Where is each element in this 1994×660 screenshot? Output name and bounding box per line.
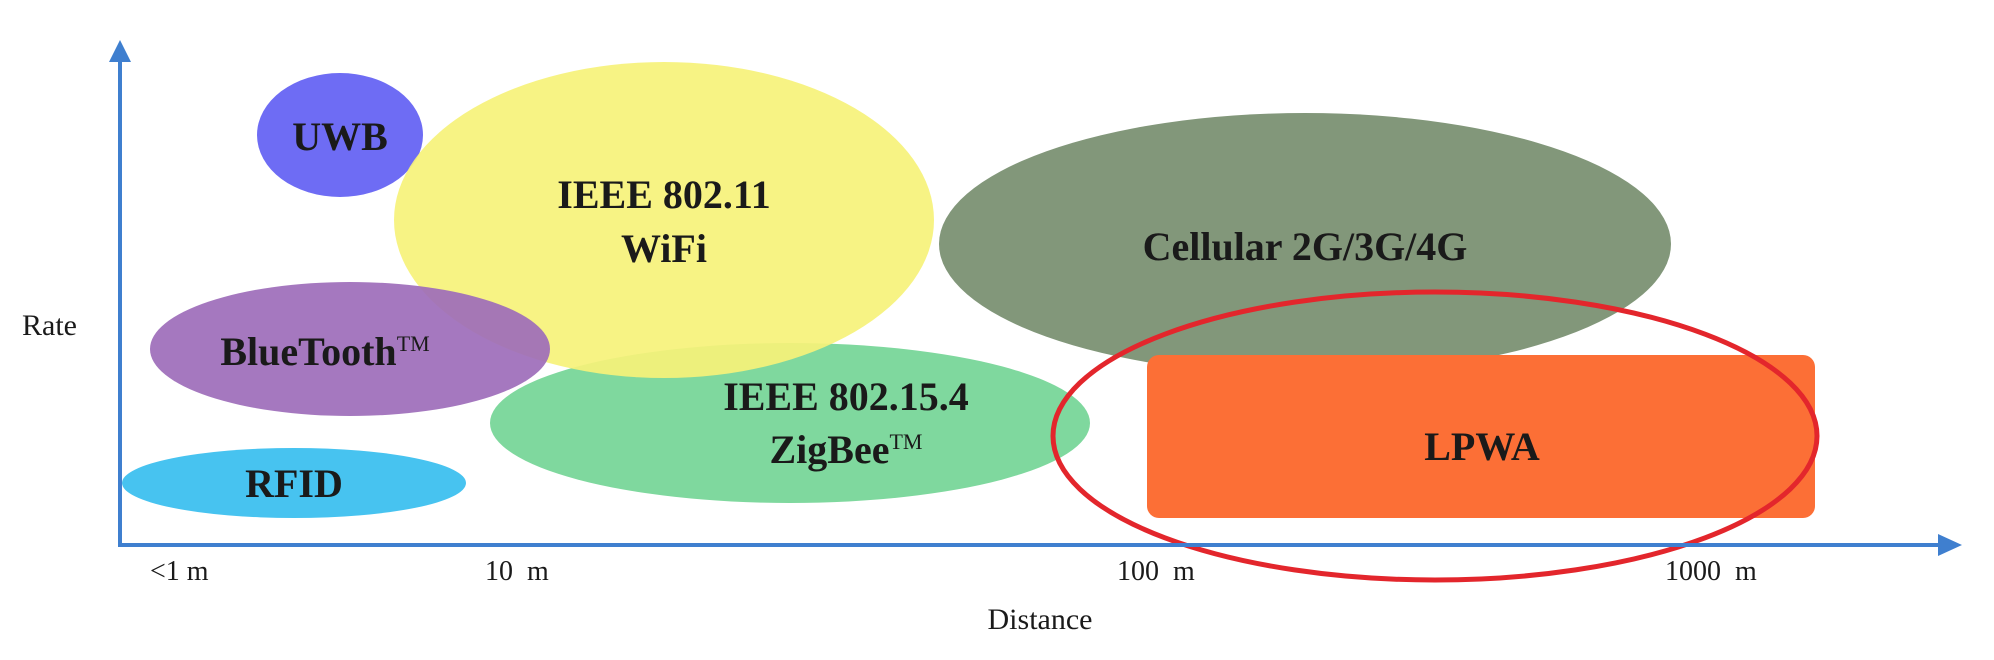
- wifi-label-line2: WiFi: [621, 226, 707, 271]
- x-tick-label: 10 m: [485, 556, 549, 587]
- bluetooth-region: [150, 282, 550, 416]
- bluetooth-tm: TM: [397, 331, 430, 356]
- wifi-region: [394, 62, 934, 378]
- cellular-label: Cellular 2G/3G/4G: [1143, 224, 1468, 269]
- bluetooth-label: BlueToothTM: [220, 329, 429, 374]
- lpwa-region: [1147, 355, 1815, 518]
- x-tick-label: <1 m: [150, 556, 209, 587]
- x-tick-label: 1000 m: [1665, 556, 1757, 587]
- y-axis-arrow: [109, 40, 131, 62]
- zigbee-label-line2: ZigBeeTM: [770, 427, 923, 472]
- zigbee-region: [490, 343, 1090, 503]
- x-tick-label: 100 m: [1117, 556, 1195, 587]
- x-axis-arrow: [1938, 534, 1962, 556]
- zigbee-label-line1: IEEE 802.15.4: [723, 374, 969, 419]
- uwb-region: [257, 73, 423, 197]
- wifi-label-line1: IEEE 802.11: [557, 172, 770, 217]
- rfid-region: [122, 448, 466, 518]
- rfid-label: RFID: [245, 461, 343, 506]
- lpwa-highlight-ring: [1050, 289, 1820, 583]
- x-axis-label: Distance: [988, 603, 1093, 636]
- y-axis-label: Rate: [22, 309, 77, 342]
- lpwa-label: LPWA: [1424, 424, 1540, 469]
- uwb-label: UWB: [292, 114, 388, 159]
- zigbee-tm: TM: [889, 429, 922, 454]
- cellular-region: [939, 113, 1671, 375]
